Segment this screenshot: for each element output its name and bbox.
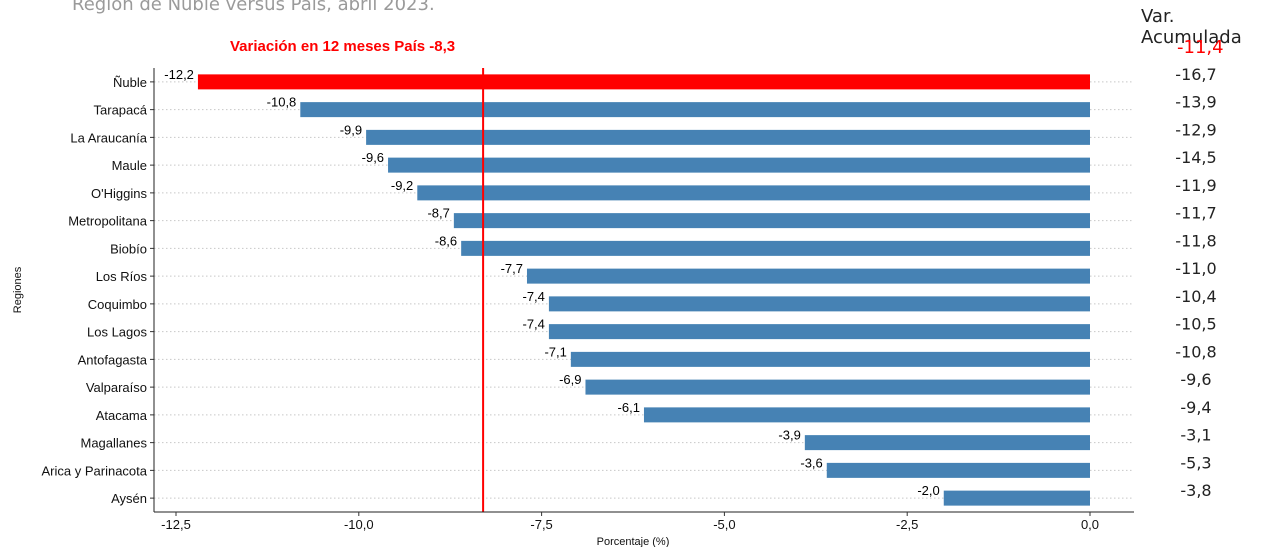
y-tick-label: Tarapacá bbox=[94, 103, 148, 118]
x-axis-title: Porcentaje (%) bbox=[597, 536, 670, 547]
y-tick-label: Los Ríos bbox=[96, 269, 148, 284]
data-label: -8,7 bbox=[427, 206, 449, 221]
y-tick-label: Antofagasta bbox=[78, 352, 148, 367]
cumulative-value: -11,0 bbox=[1175, 259, 1216, 278]
cumulative-value: -16,7 bbox=[1175, 65, 1216, 84]
bar bbox=[943, 490, 1090, 506]
x-tick-label: -10,0 bbox=[344, 517, 374, 532]
cumulative-value: -11,9 bbox=[1175, 176, 1216, 195]
data-label: -6,1 bbox=[618, 400, 640, 415]
bar bbox=[417, 185, 1090, 201]
y-tick-label: Coquimbo bbox=[88, 297, 147, 312]
bar bbox=[197, 74, 1090, 90]
data-label: -7,7 bbox=[501, 261, 523, 276]
data-label: -7,4 bbox=[523, 289, 545, 304]
cumulative-value: -3,1 bbox=[1180, 426, 1211, 445]
y-tick-label: Atacama bbox=[96, 408, 148, 423]
data-label: -6,9 bbox=[559, 372, 581, 387]
x-tick-label: -7,5 bbox=[530, 517, 552, 532]
cumulative-value: -3,8 bbox=[1180, 481, 1211, 500]
cumulative-value: -5,3 bbox=[1180, 453, 1211, 472]
y-tick-label: Metropolitana bbox=[68, 214, 148, 229]
axes: Ñuble Tarapacá La Araucanía Maule O'Higgins M… bbox=[12, 68, 1134, 547]
y-tick-label: Arica y Parinacota bbox=[42, 463, 148, 478]
y-axis-title: Regiones bbox=[12, 266, 24, 313]
bar bbox=[300, 102, 1091, 118]
y-tick-label: O'Higgins bbox=[91, 186, 147, 201]
y-tick-label: Los Lagos bbox=[87, 325, 147, 340]
data-label: -2,0 bbox=[917, 483, 939, 498]
bar bbox=[453, 213, 1091, 229]
bar bbox=[366, 129, 1090, 145]
bars: -12,2-10,8-9,9-9,6-9,2-8,7-8,6-7,7-7,4-7… bbox=[164, 67, 1091, 506]
bar bbox=[826, 462, 1090, 478]
reference-line-label: Variación en 12 meses País -8,3 bbox=[230, 38, 456, 55]
x-tick-label: -2,5 bbox=[896, 517, 918, 532]
data-label: -3,9 bbox=[778, 428, 800, 443]
y-tick-label: Biobío bbox=[110, 241, 147, 256]
data-label: -12,2 bbox=[164, 67, 194, 82]
country-cumulative-value: -11,4 bbox=[1177, 37, 1224, 58]
bar bbox=[548, 296, 1090, 312]
cumulative-value: -12,9 bbox=[1175, 120, 1216, 139]
bar bbox=[643, 407, 1090, 423]
bar bbox=[585, 379, 1090, 395]
cumulative-value: -10,8 bbox=[1175, 342, 1216, 361]
y-tick-label: Magallanes bbox=[81, 436, 148, 451]
y-tick-label: La Araucanía bbox=[70, 130, 147, 145]
cumulative-value: -9,6 bbox=[1180, 370, 1211, 389]
data-label: -10,8 bbox=[267, 95, 297, 110]
cumulative-value: -9,4 bbox=[1180, 398, 1211, 417]
bar bbox=[526, 268, 1090, 284]
bar bbox=[570, 351, 1090, 367]
bar bbox=[461, 240, 1091, 256]
bar bbox=[388, 157, 1091, 173]
data-label: -9,6 bbox=[362, 150, 384, 165]
x-tick-label: 0,0 bbox=[1081, 517, 1099, 532]
y-tick-label: Maule bbox=[112, 158, 147, 173]
x-tick-label: -12,5 bbox=[161, 517, 191, 532]
data-label: -3,6 bbox=[800, 455, 822, 470]
data-label: -9,9 bbox=[340, 122, 362, 137]
data-label: -7,1 bbox=[544, 344, 566, 359]
data-label: -8,6 bbox=[435, 233, 457, 248]
data-label: -9,2 bbox=[391, 178, 413, 193]
cumulative-value: -11,7 bbox=[1175, 204, 1216, 223]
cumulative-column: -16,7 -13,9 -12,9 -14,5 -11,9 -11,7 -11,8 -11,0… bbox=[1175, 65, 1216, 500]
y-tick-label: Aysén bbox=[111, 491, 147, 506]
cumulative-value: -10,4 bbox=[1175, 287, 1216, 306]
bar bbox=[804, 435, 1090, 451]
y-tick-label: Ñuble bbox=[113, 75, 147, 90]
cumulative-value: -11,8 bbox=[1175, 231, 1216, 250]
cumulative-header: Var. Acumulada bbox=[1141, 6, 1242, 48]
y-tick-label: Valparaíso bbox=[86, 380, 147, 395]
x-tick-label: -5,0 bbox=[713, 517, 735, 532]
bar bbox=[548, 324, 1090, 340]
cumulative-value: -10,5 bbox=[1175, 315, 1216, 334]
data-label: -7,4 bbox=[523, 317, 545, 332]
cumulative-value: -14,5 bbox=[1175, 148, 1216, 167]
chart-subtitle: Región de Ñuble versus País, abril 2023. bbox=[72, 0, 435, 15]
cumulative-value: -13,9 bbox=[1175, 93, 1216, 112]
